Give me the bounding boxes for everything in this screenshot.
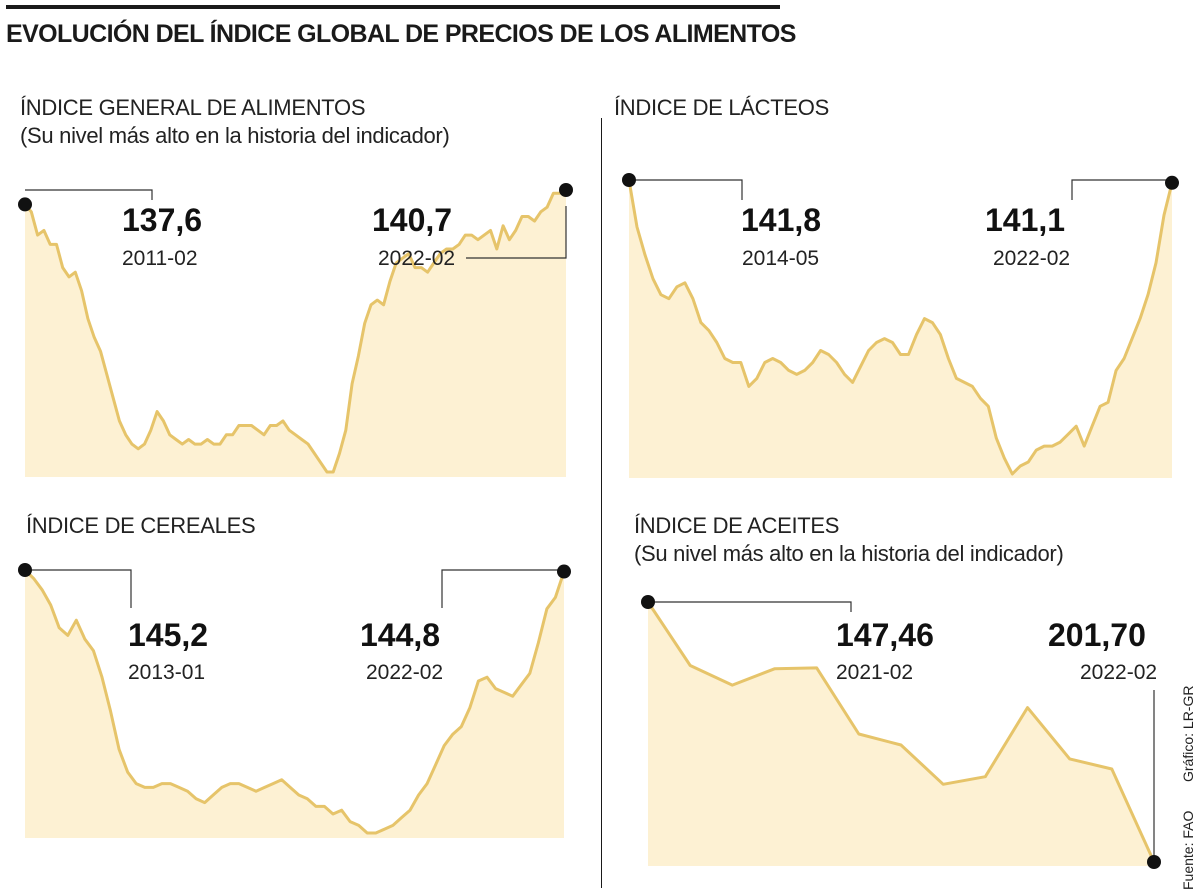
- area-fill: [25, 190, 566, 477]
- start-callout-line: [25, 569, 132, 608]
- end-marker: [1165, 175, 1179, 190]
- start-marker: [641, 595, 655, 609]
- area-fill: [629, 180, 1172, 478]
- dairy-start-value: 141,8: [741, 202, 822, 238]
- panel-title-general: ÍNDICE GENERAL DE ALIMENTOS (Su nivel má…: [20, 94, 450, 150]
- oils-end-value: 201,70: [1048, 617, 1146, 653]
- start-callout-line: [25, 189, 153, 200]
- chart-cereals: [18, 563, 571, 838]
- start-marker: [622, 173, 636, 187]
- panel-title-general-main: ÍNDICE GENERAL DE ALIMENTOS: [20, 95, 366, 120]
- panel-subtitle-oils: (Su nivel más alto en la historia del in…: [634, 541, 1064, 566]
- end-marker: [557, 564, 571, 579]
- oils-start-value: 147,46: [836, 617, 934, 653]
- cereals-end-value: 144,8: [360, 617, 441, 653]
- panel-title-cereals: ÍNDICE DE CEREALES: [26, 512, 256, 540]
- panel-title-dairy-main: ÍNDICE DE LÁCTEOS: [614, 95, 829, 120]
- cereals-start-value: 145,2: [128, 617, 209, 653]
- cereals-end-date: 2022-02: [366, 661, 444, 684]
- chart-general: [18, 183, 573, 477]
- series-line: [23, 188, 567, 474]
- area-fill: [648, 602, 1154, 866]
- start-marker: [18, 563, 32, 577]
- main-title: EVOLUCIÓN DEL ÍNDICE GLOBAL DE PRECIOS D…: [6, 20, 796, 48]
- start-callout-line: [629, 179, 743, 200]
- panel-title-cereals-main: ÍNDICE DE CEREALES: [26, 513, 256, 538]
- panel-title-oils-main: ÍNDICE DE ACEITES: [634, 513, 840, 538]
- oils-end-date: 2022-02: [1080, 661, 1158, 684]
- chart-dairy: [622, 173, 1179, 478]
- end-callout-line: [441, 569, 564, 608]
- end-callout-line: [1071, 179, 1172, 200]
- start-marker: [18, 197, 32, 212]
- dairy-end-value: 141,1: [985, 202, 1066, 238]
- panel-title-oils: ÍNDICE DE ACEITES (Su nivel más alto en …: [634, 512, 1064, 568]
- panel-title-dairy: ÍNDICE DE LÁCTEOS: [614, 94, 829, 122]
- dairy-start-date: 2014-05: [742, 247, 820, 270]
- chart-oils: [641, 595, 1161, 869]
- series-line: [23, 568, 566, 835]
- series-line: [646, 601, 1156, 863]
- source-label: Fuente: FAO: [1180, 810, 1196, 890]
- top-rule: [6, 5, 780, 9]
- dairy-end-date: 2022-02: [993, 247, 1071, 270]
- general-end-value: 140,7: [372, 202, 453, 238]
- end-marker: [559, 183, 573, 197]
- general-end-date: 2022-02: [378, 247, 456, 270]
- oils-start-date: 2021-02: [836, 661, 914, 684]
- start-callout-line: [648, 601, 852, 612]
- credit-label: Gráfico: LR-GR: [1180, 685, 1196, 782]
- area-fill: [25, 570, 564, 838]
- end-callout-line: [466, 206, 567, 259]
- general-start-value: 137,6: [122, 202, 203, 238]
- column-divider: [601, 118, 602, 888]
- series-line: [627, 179, 1174, 476]
- end-marker: [1147, 855, 1161, 869]
- general-start-date: 2011-02: [122, 247, 198, 270]
- panel-subtitle-general: (Su nivel más alto en la historia del in…: [20, 123, 450, 148]
- cereals-start-date: 2013-01: [128, 661, 206, 684]
